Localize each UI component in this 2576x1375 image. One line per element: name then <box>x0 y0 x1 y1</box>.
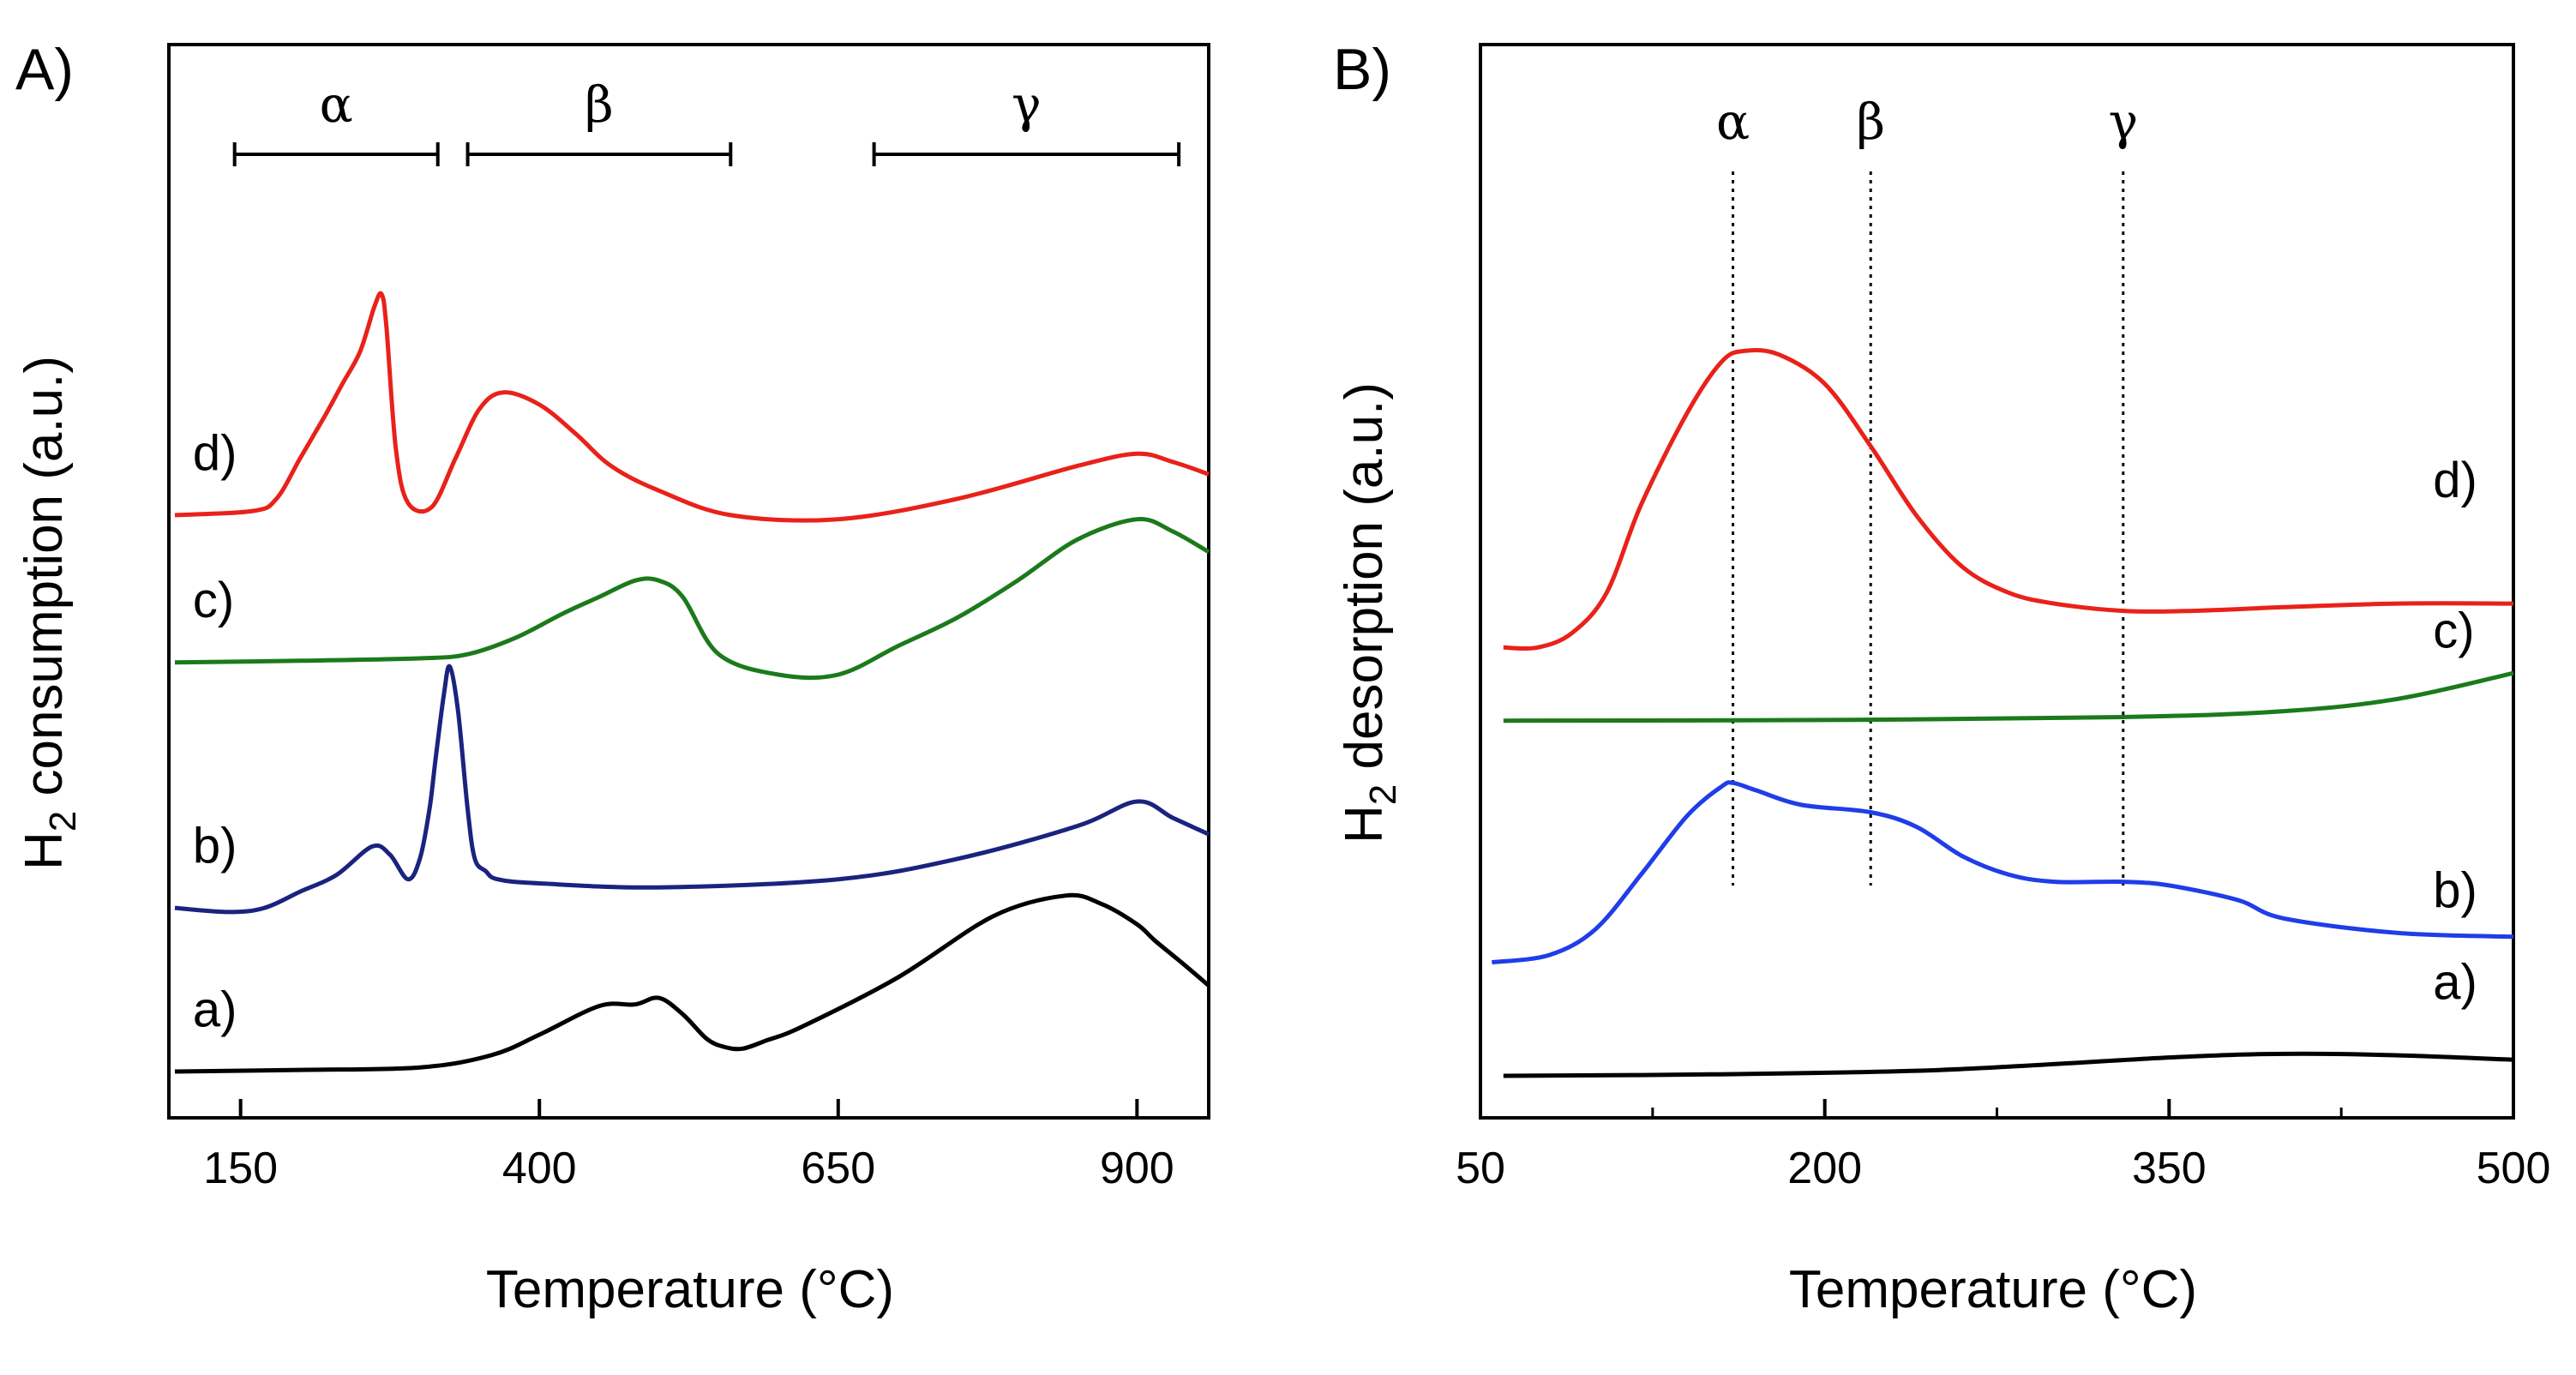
series-label: b) <box>2433 863 2477 919</box>
series-line-a <box>1503 1051 2514 1078</box>
reference-label: α <box>1716 93 1750 151</box>
series-line-b <box>1492 780 2514 965</box>
series-label: c) <box>2433 603 2474 658</box>
series-line-d <box>174 291 1210 523</box>
x-tick-label: 150 <box>203 1144 278 1193</box>
plot-frame-a <box>167 43 1210 1120</box>
series-label: c) <box>193 573 234 628</box>
panel-label-b: B) <box>1333 37 1391 102</box>
series-group-a: a) b) c) d) <box>174 291 1210 1074</box>
x-ticks-b: 50 200 350 500 <box>1456 1099 2550 1193</box>
plot-frame-b <box>1479 43 2515 1120</box>
x-tick-label: 200 <box>1787 1144 1862 1193</box>
y-axis-title-b: H2 desorption (a.u.) <box>1335 382 1404 844</box>
x-tick-label: 350 <box>2132 1144 2207 1193</box>
region-label: α <box>320 75 353 134</box>
series-label: a) <box>193 982 237 1038</box>
series-line-d <box>1503 347 2514 651</box>
reference-label: γ <box>2108 93 2138 151</box>
reference-lines-b: α β γ <box>1716 93 2138 886</box>
panel-a: A) H2 consumption (a.u.) Temperature (°C… <box>15 37 1210 1319</box>
panel-b: B) H2 desorption (a.u.) Temperature (°C)… <box>1333 37 2550 1319</box>
y-axis-title-a: H2 consumption (a.u.) <box>15 356 84 870</box>
x-tick-label: 900 <box>1100 1144 1174 1193</box>
series-line-b <box>174 663 1210 915</box>
x-tick-label: 50 <box>1456 1144 1505 1193</box>
series-line-a <box>174 892 1210 1074</box>
x-tick-label: 400 <box>502 1144 577 1193</box>
x-axis-title-a: Temperature (°C) <box>486 1260 894 1319</box>
series-label: a) <box>2433 954 2477 1010</box>
region-markers-a: α β γ <box>232 75 1181 166</box>
panel-label-a: A) <box>15 37 74 102</box>
series-label: d) <box>2433 453 2477 508</box>
x-ticks-a: 150 400 650 900 <box>203 1099 1174 1193</box>
series-label: d) <box>193 425 237 481</box>
reference-label: β <box>1856 93 1885 151</box>
series-line-c <box>1503 670 2514 724</box>
x-tick-label: 650 <box>801 1144 875 1193</box>
x-axis-title-b: Temperature (°C) <box>1789 1260 2197 1319</box>
series-line-c <box>174 517 1210 681</box>
series-label: b) <box>193 819 237 874</box>
x-tick-label: 500 <box>2477 1144 2551 1193</box>
region-label: β <box>585 75 614 134</box>
region-label: γ <box>1012 75 1042 134</box>
series-group-b: a) b) c) d) <box>1492 347 2514 1078</box>
